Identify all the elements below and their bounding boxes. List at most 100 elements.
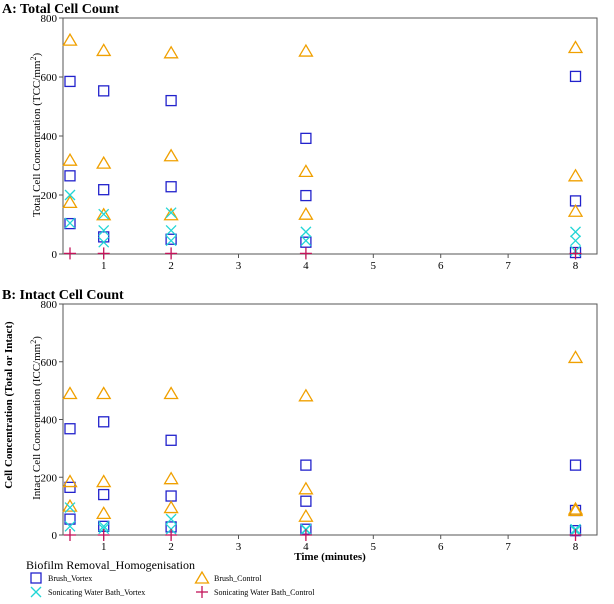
- x-tick-label: 4: [303, 260, 309, 272]
- point-sonicating-water-bath-vortex: [165, 207, 177, 219]
- point-brush-vortex: [300, 132, 312, 145]
- x-tick-label: 2: [168, 541, 174, 553]
- legend-item-brush-control: Brush_Control: [194, 570, 262, 584]
- panel-intact-cell-count: B: Intact Cell Count Intact Cell Concent…: [2, 288, 598, 553]
- x-tick-label: 6: [438, 260, 444, 272]
- point-sonicating-water-bath-vortex: [300, 235, 312, 247]
- point-brush-control: [163, 500, 179, 514]
- plot-frame-intact: [62, 303, 598, 536]
- x-tick-label: 4: [303, 541, 309, 553]
- legend-label: Brush_Control: [214, 574, 262, 583]
- point-brush-vortex: [569, 459, 582, 471]
- y-ticks-total: 0 200 400 600 800: [41, 13, 63, 261]
- point-brush-control: [298, 388, 314, 402]
- y-tick-label: 800: [41, 299, 58, 311]
- point-brush-control: [567, 350, 584, 364]
- point-brush-control: [298, 206, 314, 220]
- point-sonicating-water-bath-vortex: [570, 226, 581, 238]
- legend-marker-brush-vortex: [30, 572, 42, 584]
- point-brush-vortex: [64, 75, 76, 88]
- point-brush-vortex: [64, 170, 76, 182]
- point-brush-control: [96, 207, 112, 221]
- point-brush-vortex: [98, 85, 110, 97]
- point-sonicating-water-bath-vortex: [98, 208, 110, 220]
- point-brush-vortex: [98, 416, 110, 428]
- x-tick-label: 1: [101, 541, 107, 553]
- point-brush-vortex: [569, 70, 582, 83]
- point-sonicating-water-bath-control: [165, 247, 178, 260]
- x-tick-label: 6: [438, 541, 444, 553]
- point-brush-control: [62, 386, 78, 400]
- point-brush-control: [567, 503, 584, 517]
- point-brush-control: [298, 164, 314, 178]
- point-sonicating-water-bath-vortex: [570, 235, 581, 247]
- y-axis-label-intact: Intact Cell Concentration (ICC/mm2): [29, 336, 43, 500]
- point-brush-vortex: [64, 481, 76, 494]
- x-tick-label: 3: [236, 260, 242, 272]
- point-brush-vortex: [300, 189, 312, 202]
- x-tick-label: 3: [236, 541, 242, 553]
- x-tick-label: 8: [573, 541, 579, 553]
- panel-title-intact: B: Intact Cell Count: [2, 288, 124, 303]
- point-brush-control: [298, 508, 314, 522]
- y-axis-label-total: Total Cell Concentration (TCC/mm2): [29, 53, 43, 218]
- legend-item-brush-vortex: Brush_Vortex: [30, 572, 92, 584]
- point-brush-vortex: [165, 434, 177, 446]
- point-brush-vortex: [98, 184, 110, 196]
- x-tick-label: 2: [168, 260, 174, 272]
- point-sonicating-water-bath-vortex: [98, 523, 110, 535]
- point-sonicating-water-bath-control: [569, 529, 582, 541]
- point-sonicating-water-bath-control: [64, 529, 76, 541]
- x-ticks-total: 1 2 3 4 5 6 7 8: [101, 254, 579, 272]
- data-points-intact: [62, 350, 584, 541]
- legend-label: Sonicating Water Bath_Vortex: [48, 588, 145, 597]
- point-brush-control: [62, 195, 78, 209]
- point-brush-control: [62, 474, 78, 488]
- point-brush-control: [163, 45, 179, 59]
- point-sonicating-water-bath-vortex: [64, 520, 76, 532]
- point-brush-vortex: [165, 490, 177, 502]
- point-brush-vortex: [64, 423, 76, 435]
- point-sonicating-water-bath-control: [97, 529, 110, 541]
- point-sonicating-water-bath-vortex: [64, 189, 76, 201]
- y-tick-label: 600: [41, 72, 58, 84]
- point-sonicating-water-bath-vortex: [165, 513, 177, 525]
- data-points-total: [62, 32, 584, 260]
- point-sonicating-water-bath-vortex: [165, 235, 177, 247]
- y-tick-label: 400: [41, 131, 58, 143]
- point-brush-control: [567, 40, 584, 54]
- y-tick-label: 200: [41, 190, 58, 202]
- point-brush-vortex: [64, 513, 76, 525]
- point-sonicating-water-bath-control: [299, 247, 312, 260]
- point-sonicating-water-bath-vortex: [98, 236, 110, 248]
- x-tick-label: 7: [505, 260, 511, 272]
- x-tick-label: 7: [505, 541, 511, 553]
- point-brush-vortex: [300, 495, 312, 507]
- point-sonicating-water-bath-control: [165, 529, 178, 541]
- point-sonicating-water-bath-vortex: [165, 224, 177, 236]
- x-tick-label: 5: [371, 541, 377, 553]
- point-brush-vortex: [165, 94, 177, 107]
- legend-marker-brush-control: [194, 570, 210, 584]
- x-tick-label: 8: [573, 260, 579, 272]
- y-tick-label: 600: [41, 357, 58, 369]
- x-tick-label: 5: [371, 260, 377, 272]
- point-brush-control: [96, 386, 112, 400]
- y-tick-label: 400: [41, 415, 58, 427]
- point-sonicating-water-bath-control: [97, 247, 110, 260]
- legend-marker-sonicating-water-bath-control: [196, 586, 208, 598]
- point-brush-control: [298, 43, 314, 57]
- point-sonicating-water-bath-control: [569, 247, 582, 260]
- y-tick-label: 0: [52, 249, 58, 261]
- point-sonicating-water-bath-vortex: [64, 502, 76, 514]
- point-brush-control: [62, 498, 78, 512]
- point-brush-vortex: [165, 233, 177, 245]
- point-brush-control: [62, 32, 78, 46]
- point-brush-control: [163, 207, 179, 221]
- point-brush-vortex: [300, 459, 312, 471]
- point-brush-control: [567, 203, 584, 217]
- legend-item-sonicating-water-bath-vortex: Sonicating Water Bath_Vortex: [30, 586, 145, 598]
- legend-marker-sonicating-water-bath-vortex: [30, 586, 42, 598]
- point-sonicating-water-bath-vortex: [64, 217, 76, 229]
